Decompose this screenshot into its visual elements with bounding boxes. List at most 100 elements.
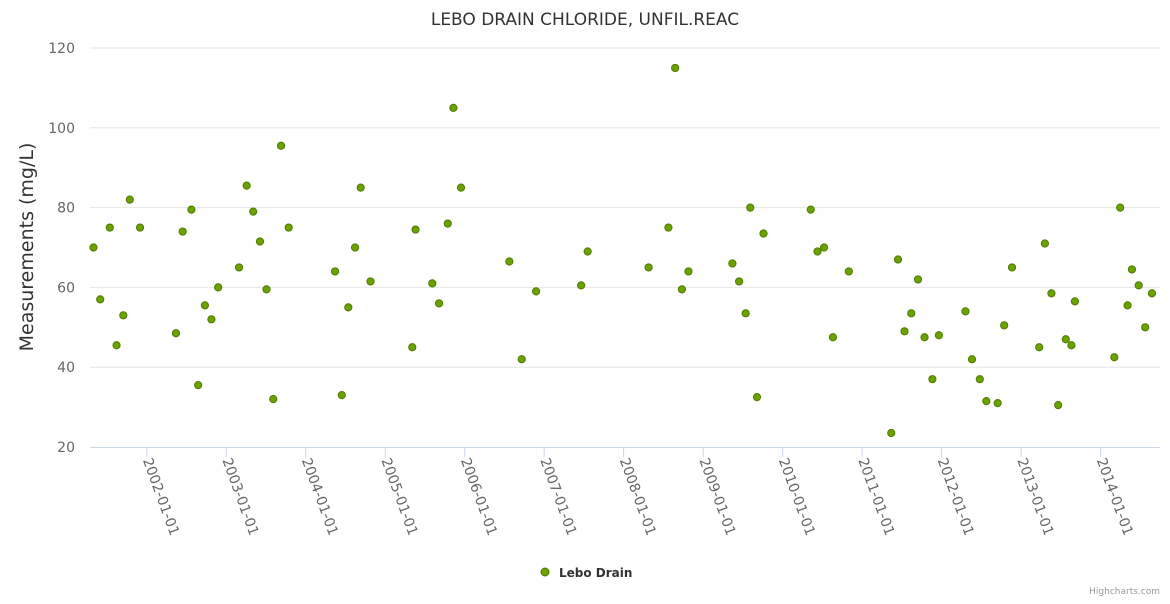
x-tick-label: 2004-01-01 <box>298 456 341 538</box>
data-point[interactable] <box>125 195 134 204</box>
data-point[interactable] <box>344 303 353 312</box>
data-point[interactable] <box>112 341 121 350</box>
data-point[interactable] <box>262 285 271 294</box>
data-point[interactable] <box>813 247 822 256</box>
data-point[interactable] <box>105 223 114 232</box>
data-point[interactable] <box>1000 321 1009 330</box>
data-point[interactable] <box>1007 263 1017 272</box>
data-point[interactable] <box>1116 203 1125 212</box>
data-point[interactable] <box>746 203 755 212</box>
x-tick-label: 2007-01-01 <box>536 456 579 538</box>
data-point[interactable] <box>583 247 592 256</box>
data-point[interactable] <box>759 229 768 238</box>
data-point[interactable] <box>284 223 293 232</box>
data-point[interactable] <box>187 205 196 214</box>
y-axis-tick-labels: 20 40 60 80 100 120 <box>48 41 75 456</box>
data-point[interactable] <box>1127 265 1137 274</box>
data-point[interactable] <box>178 227 187 236</box>
data-point[interactable] <box>350 243 360 252</box>
data-point[interactable] <box>456 183 466 192</box>
x-tick-label: 2003-01-01 <box>218 456 261 538</box>
data-point[interactable] <box>677 285 687 294</box>
data-point[interactable] <box>1035 343 1044 352</box>
x-tick-label: 2008-01-01 <box>616 456 659 538</box>
data-point[interactable] <box>356 183 365 192</box>
data-point[interactable] <box>907 309 916 318</box>
data-point[interactable] <box>249 207 258 216</box>
data-point[interactable] <box>806 205 815 214</box>
data-point[interactable] <box>207 315 216 324</box>
data-point[interactable] <box>1134 281 1143 290</box>
data-point[interactable] <box>920 333 929 342</box>
data-point[interactable] <box>255 237 265 246</box>
data-point[interactable] <box>517 355 526 364</box>
data-point[interactable] <box>1141 323 1150 332</box>
x-axis-ticks: 2002-01-01 2003-01-01 2004-01-01 2005-01-01… <box>139 447 1136 538</box>
data-point[interactable] <box>1054 401 1063 410</box>
data-point[interactable] <box>967 355 977 364</box>
data-point[interactable] <box>269 395 278 404</box>
data-point[interactable] <box>119 311 128 320</box>
data-point[interactable] <box>735 277 744 286</box>
data-point[interactable] <box>171 329 181 338</box>
data-point[interactable] <box>887 428 896 438</box>
data-point[interactable] <box>411 225 420 234</box>
data-point[interactable] <box>532 287 541 296</box>
data-point[interactable] <box>96 295 105 304</box>
data-point[interactable] <box>577 281 586 290</box>
data-point[interactable] <box>934 331 944 340</box>
data-point[interactable] <box>1110 353 1119 362</box>
data-point[interactable] <box>1067 341 1076 350</box>
data-point[interactable] <box>664 223 673 232</box>
data-point[interactable] <box>194 381 203 390</box>
x-tick-label: 2005-01-01 <box>378 456 421 538</box>
x-tick-label: 2012-01-01 <box>934 456 977 538</box>
data-point[interactable] <box>975 375 984 384</box>
data-point[interactable] <box>913 275 923 284</box>
data-point[interactable] <box>234 263 244 272</box>
data-point[interactable] <box>1061 335 1070 344</box>
data-point[interactable] <box>443 219 452 228</box>
data-point[interactable] <box>242 181 251 190</box>
data-point[interactable] <box>89 243 98 252</box>
credits-link[interactable]: Highcharts.com <box>1089 587 1160 597</box>
data-point[interactable] <box>1040 239 1049 248</box>
data-point[interactable] <box>728 259 737 268</box>
data-point[interactable] <box>752 393 762 402</box>
data-point[interactable] <box>135 223 145 232</box>
data-point[interactable] <box>893 255 903 264</box>
data-point[interactable] <box>408 343 417 352</box>
data-point[interactable] <box>505 257 514 266</box>
data-point[interactable] <box>741 309 750 318</box>
data-point[interactable] <box>928 375 937 384</box>
data-point[interactable] <box>671 63 680 73</box>
legend[interactable]: Lebo Drain <box>540 566 632 580</box>
data-point[interactable] <box>330 267 340 276</box>
data-point[interactable] <box>337 391 346 400</box>
y-tick-label: 20 <box>57 440 75 456</box>
data-point[interactable] <box>1147 289 1157 298</box>
data-point[interactable] <box>1070 297 1080 306</box>
data-point[interactable] <box>900 327 909 336</box>
data-point[interactable] <box>1047 289 1056 298</box>
data-point[interactable] <box>214 283 223 292</box>
legend-item-lebo-drain[interactable]: Lebo Drain <box>559 566 632 580</box>
data-point[interactable] <box>819 243 829 252</box>
data-point[interactable] <box>684 267 693 276</box>
data-point[interactable] <box>844 267 853 276</box>
y-axis-title: Measurements (mg/L) <box>16 143 38 352</box>
data-point[interactable] <box>449 103 458 112</box>
data-point[interactable] <box>828 333 838 342</box>
data-point[interactable] <box>961 307 970 316</box>
data-point[interactable] <box>982 397 991 406</box>
data-point[interactable] <box>993 399 1002 408</box>
legend-marker <box>540 567 550 577</box>
data-point[interactable] <box>434 299 444 308</box>
data-point[interactable] <box>428 279 437 288</box>
data-point[interactable] <box>200 301 209 310</box>
data-point[interactable] <box>644 263 653 272</box>
data-point[interactable] <box>366 277 375 286</box>
data-point[interactable] <box>276 141 286 150</box>
data-point[interactable] <box>1123 301 1132 310</box>
x-tick-label: 2010-01-01 <box>775 456 818 538</box>
